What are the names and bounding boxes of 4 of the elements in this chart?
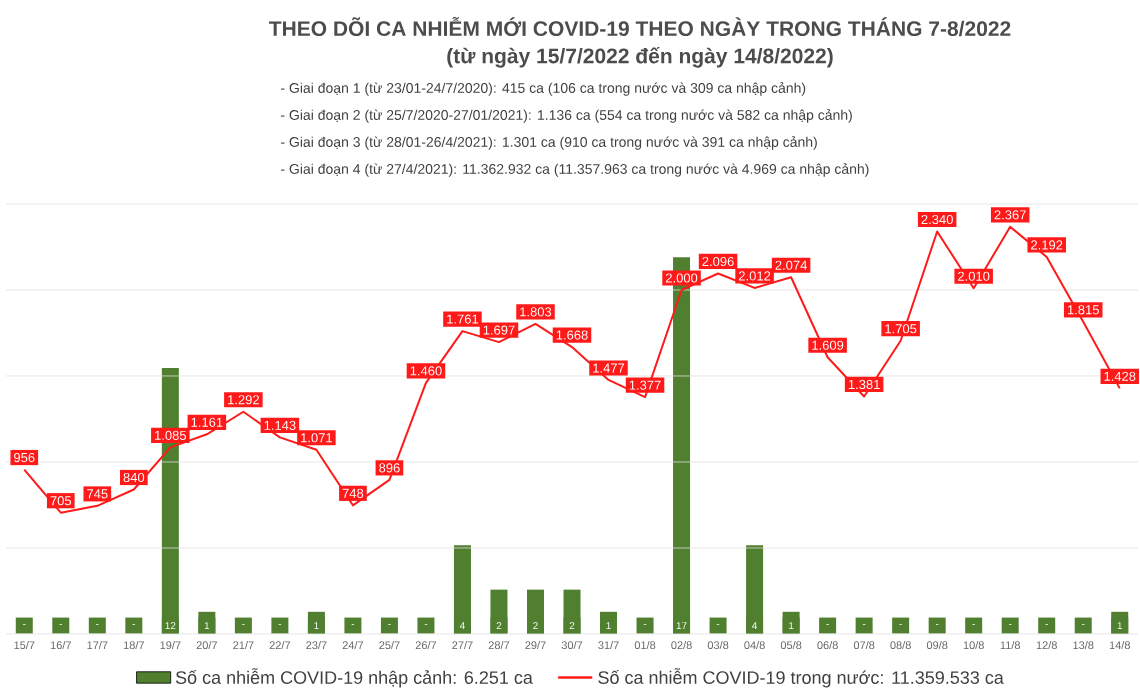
legend-label: Số ca nhiễm COVID-19 trong nước: 11.359.533 ca [598, 668, 1004, 688]
chart-title: THEO DÕI CA NHIỄM MỚI COVID-19 THEO NGÀY TRONG THÁNG 7-8/2022 [269, 17, 1011, 37]
legend-label: Số ca nhiễm COVID-19 nhập cảnh: 6.251 ca [175, 668, 533, 688]
chart-subtitle: (từ ngày 15/7/2022 đến ngày 14/8/2022) [447, 47, 833, 68]
